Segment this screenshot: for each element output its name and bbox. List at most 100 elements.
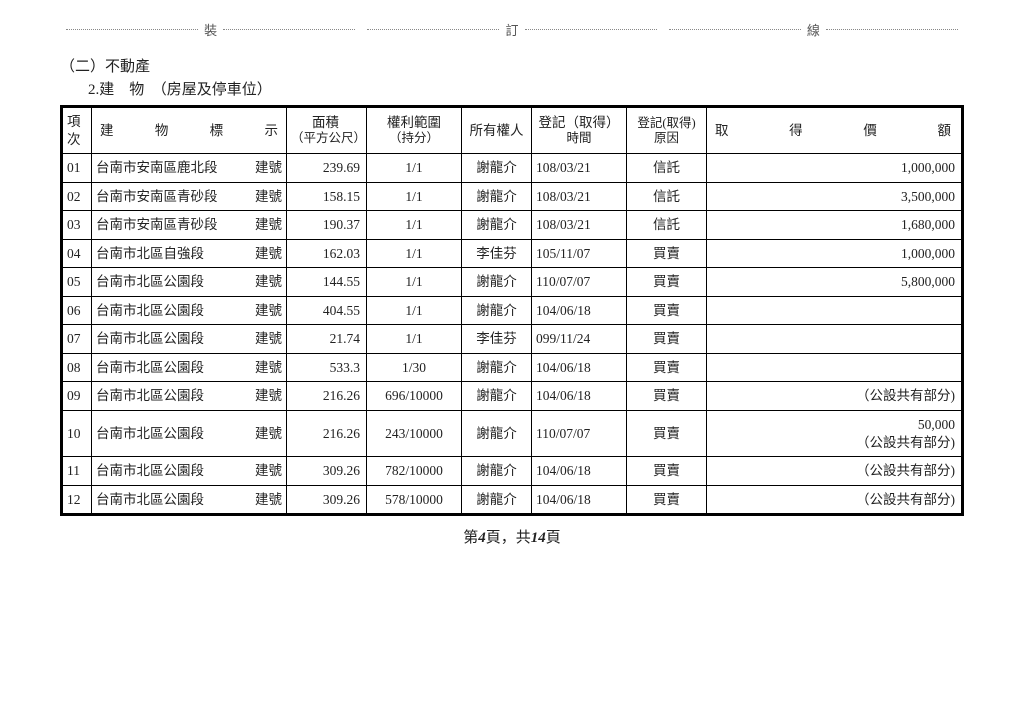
- cell-reason: 買賣: [627, 485, 707, 515]
- table-row: 08台南市北區公園段建號533.31/30謝龍介104/06/18買賣: [62, 353, 963, 382]
- page-number: 4: [478, 530, 486, 546]
- cell-value: （公設共有部分): [707, 485, 963, 515]
- cell-date: 104/06/18: [532, 457, 627, 486]
- cell-date: 110/07/07: [532, 268, 627, 297]
- cell-idx: 05: [62, 268, 92, 297]
- cell-desc: 台南市北區自強段建號: [92, 239, 287, 268]
- cell-owner: 謝龍介: [462, 457, 532, 486]
- cell-owner: 謝龍介: [462, 382, 532, 411]
- cell-share: 782/10000: [367, 457, 462, 486]
- hdr-value: 取 得 價 額: [707, 107, 963, 154]
- cell-desc: 台南市北區公園段建號: [92, 268, 287, 297]
- cell-owner: 李佳芬: [462, 239, 532, 268]
- cell-reason: 買賣: [627, 239, 707, 268]
- cell-desc: 台南市北區公園段建號: [92, 457, 287, 486]
- table-row: 11台南市北區公園段建號309.26782/10000謝龍介104/06/18買…: [62, 457, 963, 486]
- cell-desc: 台南市北區公園段建號: [92, 296, 287, 325]
- cell-share: 243/10000: [367, 411, 462, 457]
- table-row: 09台南市北區公園段建號216.26696/10000謝龍介104/06/18買…: [62, 382, 963, 411]
- cell-date: 110/07/07: [532, 411, 627, 457]
- cell-idx: 06: [62, 296, 92, 325]
- cell-reason: 買賣: [627, 325, 707, 354]
- cell-value: 1,680,000: [707, 211, 963, 240]
- perf-seg1: 裝: [204, 20, 217, 39]
- cell-date: 108/03/21: [532, 211, 627, 240]
- table-row: 05台南市北區公園段建號144.551/1謝龍介110/07/07買賣5,800…: [62, 268, 963, 297]
- perf-seg2: 訂: [505, 20, 518, 39]
- cell-desc: 台南市安南區鹿北段建號: [92, 154, 287, 183]
- hdr-reason: 登記(取得) 原因: [627, 107, 707, 154]
- cell-share: 1/30: [367, 353, 462, 382]
- cell-reason: 信託: [627, 154, 707, 183]
- cell-desc: 台南市安南區青砂段建號: [92, 182, 287, 211]
- cell-owner: 謝龍介: [462, 296, 532, 325]
- table-row: 10台南市北區公園段建號216.26243/10000謝龍介110/07/07買…: [62, 411, 963, 457]
- cell-date: 104/06/18: [532, 485, 627, 515]
- cell-owner: 謝龍介: [462, 485, 532, 515]
- cell-idx: 11: [62, 457, 92, 486]
- subsection-title: 2.建 物 （房屋及停車位）: [88, 78, 964, 99]
- header-row: 項 次 建 物 標 示 面積 （平方公尺） 權利範圍 （持分）: [62, 107, 963, 154]
- hdr-share: 權利範圍 （持分）: [367, 107, 462, 154]
- cell-idx: 08: [62, 353, 92, 382]
- hdr-date: 登記（取得） 時間: [532, 107, 627, 154]
- section-title: （二）不動產: [60, 55, 964, 76]
- cell-desc: 台南市北區公園段建號: [92, 485, 287, 515]
- cell-owner: 謝龍介: [462, 211, 532, 240]
- cell-reason: 買賣: [627, 296, 707, 325]
- table-row: 04台南市北區自強段建號162.031/1李佳芬105/11/07買賣1,000…: [62, 239, 963, 268]
- cell-area: 21.74: [287, 325, 367, 354]
- hdr-owner: 所有權人: [462, 107, 532, 154]
- hdr-desc: 建 物 標 示: [92, 107, 287, 154]
- cell-value: （公設共有部分): [707, 382, 963, 411]
- cell-desc: 台南市安南區青砂段建號: [92, 211, 287, 240]
- cell-idx: 12: [62, 485, 92, 515]
- cell-desc: 台南市北區公園段建號: [92, 325, 287, 354]
- cell-area: 309.26: [287, 485, 367, 515]
- cell-reason: 信託: [627, 182, 707, 211]
- cell-idx: 07: [62, 325, 92, 354]
- cell-idx: 01: [62, 154, 92, 183]
- cell-reason: 買賣: [627, 353, 707, 382]
- cell-date: 104/06/18: [532, 353, 627, 382]
- cell-value: 1,000,000: [707, 154, 963, 183]
- cell-area: 216.26: [287, 382, 367, 411]
- cell-desc: 台南市北區公園段建號: [92, 382, 287, 411]
- cell-value: 3,500,000: [707, 182, 963, 211]
- cell-share: 1/1: [367, 211, 462, 240]
- table-row: 01台南市安南區鹿北段建號239.691/1謝龍介108/03/21信託1,00…: [62, 154, 963, 183]
- cell-date: 104/06/18: [532, 296, 627, 325]
- table-row: 02台南市安南區青砂段建號158.151/1謝龍介108/03/21信託3,50…: [62, 182, 963, 211]
- perf-seg3: 線: [807, 20, 820, 39]
- page-footer: 第4頁，共14頁: [60, 526, 964, 547]
- cell-share: 1/1: [367, 154, 462, 183]
- total-pages: 14: [531, 530, 546, 546]
- cell-value: （公設共有部分): [707, 457, 963, 486]
- hdr-area: 面積 （平方公尺）: [287, 107, 367, 154]
- cell-value: [707, 353, 963, 382]
- cell-share: 1/1: [367, 325, 462, 354]
- cell-area: 162.03: [287, 239, 367, 268]
- cell-reason: 買賣: [627, 411, 707, 457]
- cell-owner: 謝龍介: [462, 353, 532, 382]
- cell-date: 108/03/21: [532, 154, 627, 183]
- cell-date: 104/06/18: [532, 382, 627, 411]
- cell-owner: 謝龍介: [462, 411, 532, 457]
- cell-reason: 買賣: [627, 382, 707, 411]
- cell-value: 5,800,000: [707, 268, 963, 297]
- perforation-line: 裝 訂 線: [60, 20, 964, 39]
- cell-owner: 李佳芬: [462, 325, 532, 354]
- cell-share: 1/1: [367, 182, 462, 211]
- cell-area: 309.26: [287, 457, 367, 486]
- table-row: 12台南市北區公園段建號309.26578/10000謝龍介104/06/18買…: [62, 485, 963, 515]
- cell-date: 105/11/07: [532, 239, 627, 268]
- cell-idx: 10: [62, 411, 92, 457]
- cell-idx: 09: [62, 382, 92, 411]
- cell-idx: 04: [62, 239, 92, 268]
- cell-share: 696/10000: [367, 382, 462, 411]
- cell-reason: 信託: [627, 211, 707, 240]
- cell-date: 108/03/21: [532, 182, 627, 211]
- cell-area: 239.69: [287, 154, 367, 183]
- cell-reason: 買賣: [627, 457, 707, 486]
- cell-value: [707, 296, 963, 325]
